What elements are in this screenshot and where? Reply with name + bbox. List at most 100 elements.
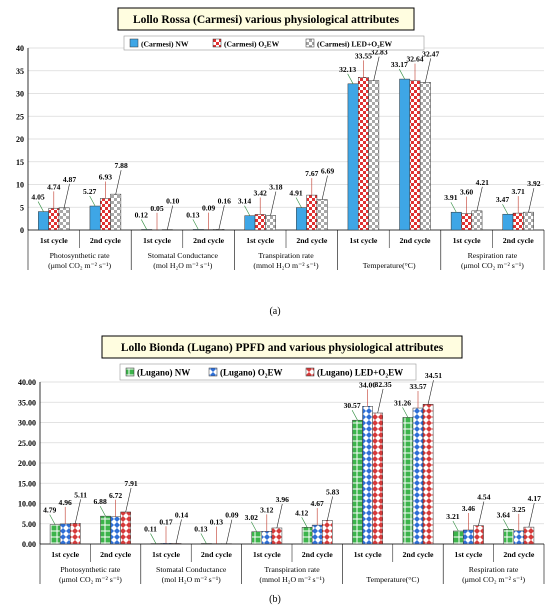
- title-box: [117, 7, 415, 31]
- y-tick-label: 35: [16, 67, 24, 76]
- bar: [316, 199, 328, 231]
- value-label: 0.16: [218, 196, 231, 205]
- bar: [254, 214, 266, 231]
- legend-swatch: [125, 367, 135, 377]
- bar: [362, 406, 373, 545]
- value-leader: [528, 188, 535, 213]
- value-label: 7.67: [305, 169, 318, 178]
- x-tick-label: 1st cycle: [453, 236, 481, 245]
- bar: [306, 194, 318, 231]
- bar: [170, 543, 182, 545]
- value-leader: [452, 520, 459, 532]
- value-label: 4.91: [289, 189, 302, 198]
- value-label: 3.18: [269, 183, 282, 192]
- value-leader: [377, 388, 384, 414]
- value-label: 6.88: [93, 497, 106, 506]
- bar: [372, 412, 383, 545]
- value-label: 30.57: [344, 401, 361, 410]
- x-tick-label: 2nd cycle: [403, 550, 435, 559]
- bar: [502, 213, 514, 231]
- chart-a: Lollo Rossa (Carmesi) various physiologi…: [16, 7, 545, 270]
- value-label: 0.10: [166, 197, 179, 206]
- value-leader: [351, 410, 358, 421]
- value-leader: [89, 195, 96, 207]
- y-tick-label: 15.00: [18, 479, 36, 488]
- value-leader: [425, 58, 432, 83]
- bar: [261, 531, 273, 545]
- value-label: 32.35: [375, 380, 392, 389]
- y-tick-label: 40: [16, 44, 24, 53]
- value-label: 3.21: [446, 512, 459, 521]
- x-tick-label: 1st cycle: [253, 550, 281, 559]
- x-tick-label: 1st cycle: [246, 236, 274, 245]
- group-label: Stomatal Conductance (mol H₂O m⁻² s⁻¹): [156, 565, 227, 584]
- value-label: 4.54: [477, 493, 490, 502]
- bar: [409, 80, 421, 231]
- legend-swatch: [212, 38, 222, 48]
- value-label: 0.13: [210, 518, 223, 527]
- value-label: 4.12: [295, 508, 308, 517]
- bar: [402, 417, 414, 545]
- legend-swatch: [305, 367, 315, 377]
- bar: [463, 529, 474, 545]
- bar: [471, 210, 483, 231]
- legend-label: (Lugano) O₂EW: [220, 368, 282, 378]
- group-label: Transpiration rate (mmol H₂O m⁻² s⁻¹): [259, 565, 325, 584]
- y-tick-label: 20: [16, 135, 24, 144]
- bar: [523, 211, 534, 231]
- value-leader: [218, 205, 225, 230]
- value-label: 3.46: [462, 504, 475, 513]
- value-leader: [141, 219, 147, 230]
- chart-b: Lollo Bionda (Lugano) PPFD and various p…: [18, 335, 545, 584]
- value-label: 4.05: [31, 193, 44, 202]
- y-tick-label: 10: [16, 181, 24, 190]
- bar: [523, 526, 535, 545]
- value-leader: [276, 503, 283, 529]
- value-leader: [74, 499, 81, 524]
- legend-label: (Carmesi) O₂EW: [224, 40, 280, 49]
- value-label: 6.93: [99, 172, 112, 181]
- legend-label: (Carmesi) LED+O₂EW: [317, 40, 393, 49]
- value-leader: [270, 191, 277, 216]
- y-tick-label: 0.00: [22, 540, 36, 549]
- value-label: 3.02: [245, 513, 258, 522]
- x-tick-label: 1st cycle: [40, 236, 68, 245]
- bar: [141, 229, 153, 231]
- value-label: 4.96: [59, 498, 72, 507]
- value-label: 3.92: [527, 179, 540, 188]
- value-leader: [125, 487, 132, 513]
- x-tick-label: 2nd cycle: [296, 236, 328, 245]
- value-leader: [450, 202, 457, 213]
- value-leader: [427, 380, 434, 405]
- value-leader: [49, 514, 56, 525]
- value-leader: [200, 533, 207, 544]
- legend-label: (Carmesi) NW: [141, 40, 189, 49]
- bar: [99, 198, 111, 231]
- value-label: 4.87: [63, 175, 76, 184]
- value-leader: [301, 517, 308, 528]
- group-label: Respiration rate (μmol CO₂ m⁻² s⁻¹): [461, 251, 524, 270]
- value-label: 0.05: [150, 204, 163, 213]
- value-label: 0.12: [135, 210, 148, 219]
- bar: [251, 531, 263, 545]
- bar: [503, 529, 515, 545]
- value-leader: [150, 533, 157, 544]
- bar: [201, 543, 212, 545]
- value-label: 5.11: [74, 490, 87, 499]
- value-label: 3.25: [512, 505, 525, 514]
- value-leader: [167, 205, 174, 230]
- value-label: 32.13: [339, 65, 356, 74]
- value-label: 6.69: [321, 167, 334, 176]
- value-leader: [175, 519, 182, 544]
- y-tick-label: 10.00: [18, 500, 36, 509]
- x-tick-label: 2nd cycle: [193, 236, 225, 245]
- value-label: 0.11: [144, 525, 157, 534]
- y-tick-label: 15: [16, 158, 24, 167]
- y-tick-label: 5.00: [22, 520, 36, 529]
- bar: [453, 530, 464, 545]
- group-label: Respiration rate (μmol CO₂ m⁻² s⁻¹): [462, 565, 525, 584]
- group-label: Photosynthetic rate (μmol CO₂ m⁻² s⁻¹): [59, 565, 122, 584]
- x-tick-label: 2nd cycle: [503, 550, 535, 559]
- x-tick-label: 1st cycle: [354, 550, 382, 559]
- value-leader: [244, 205, 251, 216]
